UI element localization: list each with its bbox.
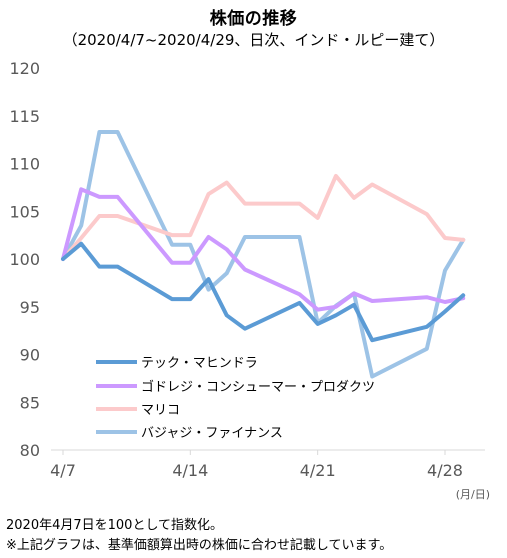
chart-subtitle: （2020/4/7~2020/4/29、日次、インド・ルピー建て） <box>62 31 445 49</box>
y-tick-label: 110 <box>9 155 40 174</box>
x-tick-label: 4/21 <box>300 461 336 480</box>
chart-title: 株価の推移 <box>209 9 298 29</box>
line-chart: 80 85 90 95 100 105 110 115 120 4/7 4/14 4/21 4/28 (月… <box>9 59 490 501</box>
note-disclaimer: ※上記グラフは、基準価額算出時の株価に合わせ記載しています。 <box>6 538 393 553</box>
legend-label: ゴドレジ・コンシューマー・プロダクツ <box>141 379 375 395</box>
y-tick-label: 105 <box>9 202 40 221</box>
x-tick-label: 4/14 <box>172 461 208 480</box>
y-tick-label: 95 <box>20 298 40 317</box>
series-line-1 <box>61 241 466 343</box>
series-lines <box>61 130 466 379</box>
x-axis-unit: (月/日) <box>456 488 490 501</box>
x-tick-label: 4/7 <box>50 461 76 480</box>
note-index-base: 2020年4月7日を100として指数化。 <box>6 518 224 533</box>
series-line-3 <box>61 173 466 261</box>
axes: 80 85 90 95 100 105 110 115 120 4/7 4/14 4/21 4/28 (月… <box>9 59 490 501</box>
legend: テック・マヒンドラゴドレジ・コンシューマー・プロダクツマリコバジャジ・ファイナン… <box>96 356 375 441</box>
legend-label: バジャジ・ファイナンス <box>141 426 283 441</box>
legend-label: テック・マヒンドラ <box>141 356 258 371</box>
series-line-4 <box>61 130 466 379</box>
x-tick-label: 4/28 <box>427 461 463 480</box>
y-tick-label: 100 <box>9 250 40 269</box>
y-tick-label: 120 <box>9 59 40 78</box>
y-tick-label: 85 <box>20 393 40 412</box>
y-tick-label: 80 <box>20 441 40 460</box>
y-tick-label: 115 <box>9 107 40 126</box>
legend-label: マリコ <box>141 403 180 418</box>
y-tick-label: 90 <box>20 346 40 365</box>
series-line-2 <box>61 187 466 312</box>
